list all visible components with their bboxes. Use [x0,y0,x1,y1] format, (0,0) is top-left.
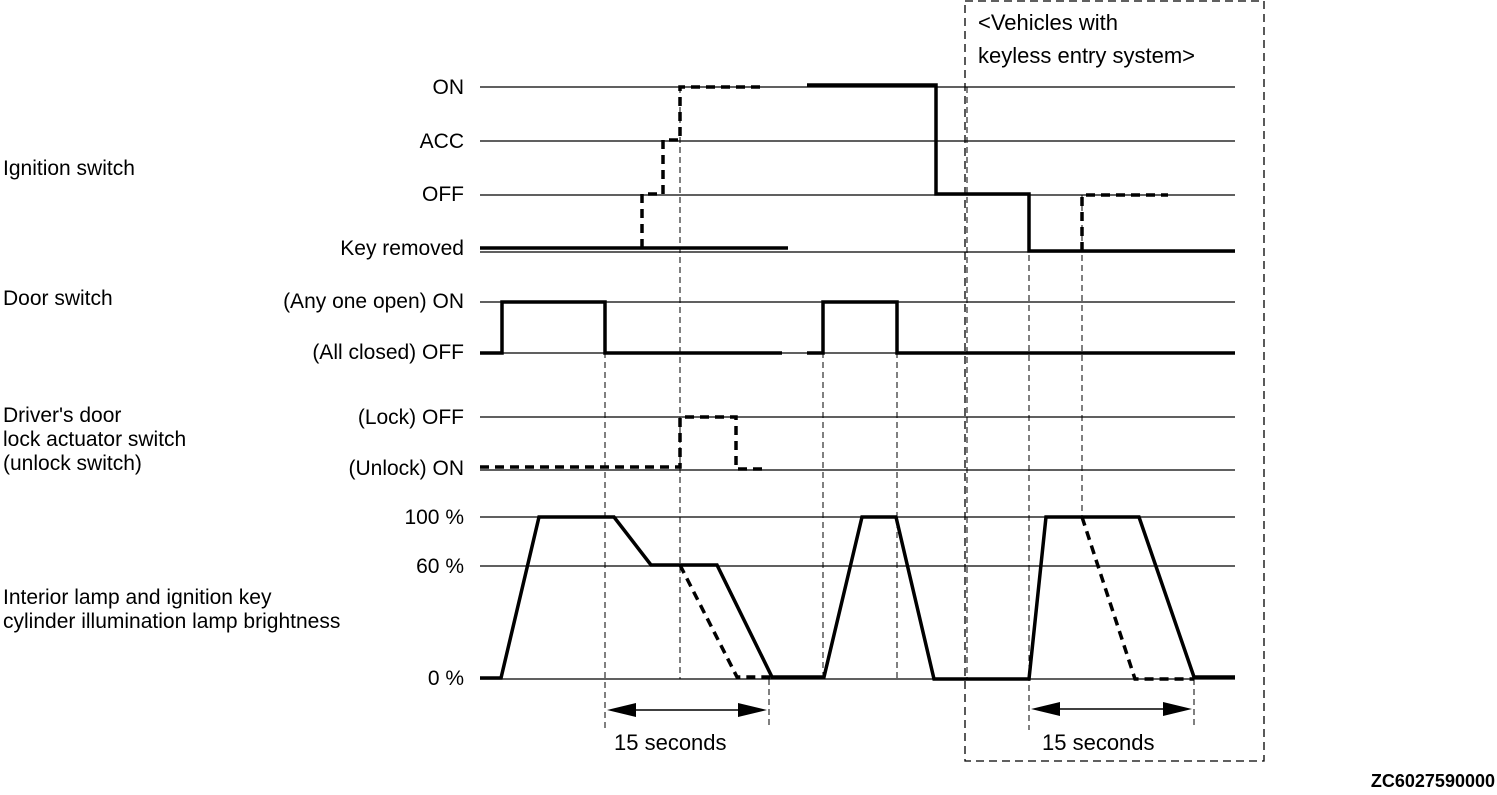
ignition-solid-2 [807,83,1235,253]
level-label-any-one-open: (Any one open) ON [283,290,464,313]
level-label-lock-off: (Lock) OFF [357,406,464,429]
keyless-box-label-line1: <Vehicles with [978,10,1119,35]
lock-actuator-label-line3: (unlock switch) [3,452,142,475]
level-label-unlock-on: (Unlock) ON [348,457,464,480]
timing-label-2: 15 seconds [1042,730,1155,755]
door-switch-solid-2 [807,300,1235,355]
keyless-entry-box [964,0,1265,762]
lock-actuator-dashed [480,415,767,471]
level-label-60: 60 % [416,555,464,578]
interior-lamp-label-line1: Interior lamp and ignition key [3,586,272,609]
guide-lines [604,87,1195,730]
door-switch-solid-1 [480,300,782,355]
level-label-100: 100 % [404,506,464,529]
lamp-dashed-2 [1080,516,1194,681]
lamp-dashed-1 [678,564,772,679]
level-label-acc: ACC [419,130,464,153]
level-label-off: OFF [422,183,464,206]
lock-actuator-label-line2: lock actuator switch [3,428,187,451]
dimension-arrow-1 [607,703,767,717]
keyless-box-label-line2: keyless entry system> [978,43,1196,68]
ignition-dashed-keyless [1080,193,1168,251]
level-label-key-removed: Key removed [340,237,464,260]
lamp-solid-1 [480,515,1235,681]
dimension-arrow-2 [1031,702,1192,716]
level-label-on: ON [432,76,465,99]
ignition-dashed-turn-on [640,85,763,248]
interior-lamp-label-line2: cylinder illumination lamp brightness [3,610,341,633]
level-label-all-closed: (All closed) OFF [312,341,464,364]
reference-lines [480,86,1235,680]
figure-code: ZC6027590000 [1370,771,1495,791]
lock-actuator-label-line1: Driver's door [3,404,122,427]
level-label-0: 0 % [427,667,464,690]
timing-label-1: 15 seconds [614,730,727,755]
ignition-switch-label: Ignition switch [3,157,135,180]
door-switch-label: Door switch [3,287,113,310]
